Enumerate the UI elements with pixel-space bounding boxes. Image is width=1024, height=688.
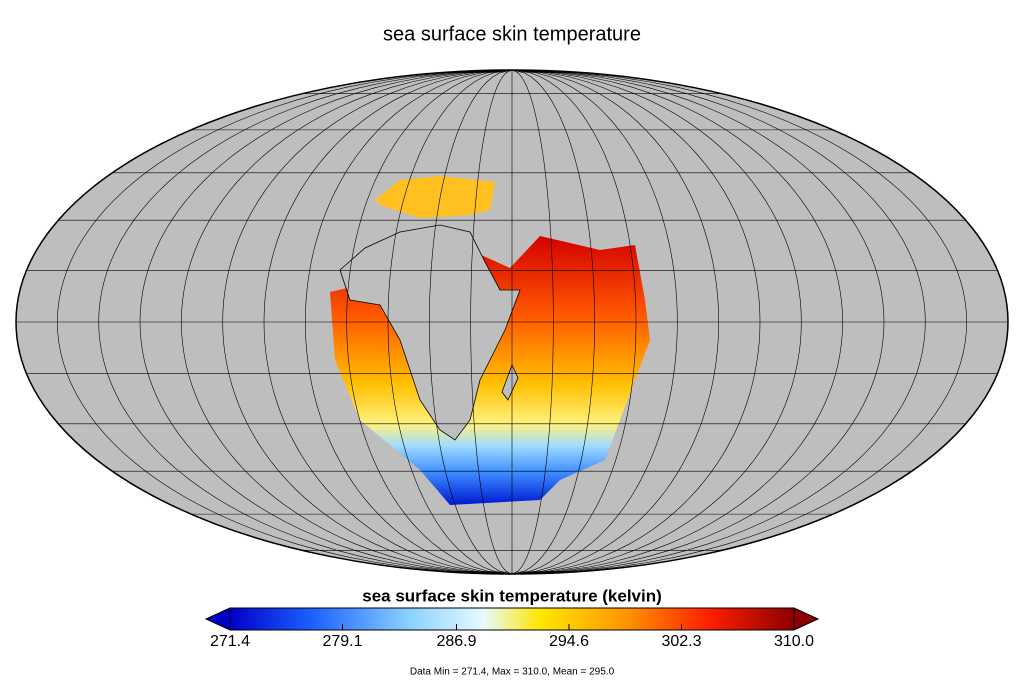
meridian: [511, 70, 802, 574]
meridian: [511, 70, 761, 574]
colorbar-under: [204, 607, 231, 631]
sst-mediterranean: [375, 176, 495, 218]
meridian: [387, 70, 513, 574]
meridian: [511, 70, 926, 574]
meridian: [428, 70, 513, 574]
meridian: [263, 70, 513, 574]
meridian: [511, 70, 968, 574]
meridian: [511, 70, 637, 574]
meridian: [470, 70, 513, 574]
colorbar-tick-label: 302.3: [661, 633, 701, 650]
colorbar-tick-label: 279.1: [322, 633, 362, 650]
colorbar-label: sea surface skin temperature (kelvin): [362, 586, 662, 605]
africa: [339, 224, 521, 441]
meridian: [56, 70, 513, 574]
colorbar-tick-label: 310.0: [774, 633, 814, 650]
map-title: sea surface skin temperature: [383, 23, 641, 45]
meridian: [511, 70, 678, 574]
meridian: [139, 70, 513, 574]
meridian: [222, 70, 513, 574]
meridian: [511, 70, 554, 574]
stats-footer: Data Min = 271.4, Max = 310.0, Mean = 29…: [410, 667, 615, 678]
data-layer: [16, 70, 1008, 574]
colorbar-tick-label: 294.6: [549, 633, 589, 650]
meridian: [346, 70, 513, 574]
colorbar-over: [793, 607, 820, 631]
colorbar-tick-label: 271.4: [210, 633, 250, 650]
meridian: [98, 70, 513, 574]
meridian: [511, 70, 720, 574]
meridian: [511, 70, 844, 574]
colorbar-tick-label: 286.9: [436, 633, 476, 650]
graticule: [16, 70, 1008, 574]
meridian: [511, 70, 596, 574]
colorbar: [229, 607, 795, 631]
globe-outline: [15, 69, 1009, 575]
meridian: [180, 70, 513, 574]
meridian: [511, 70, 885, 574]
meridian: [304, 70, 513, 574]
